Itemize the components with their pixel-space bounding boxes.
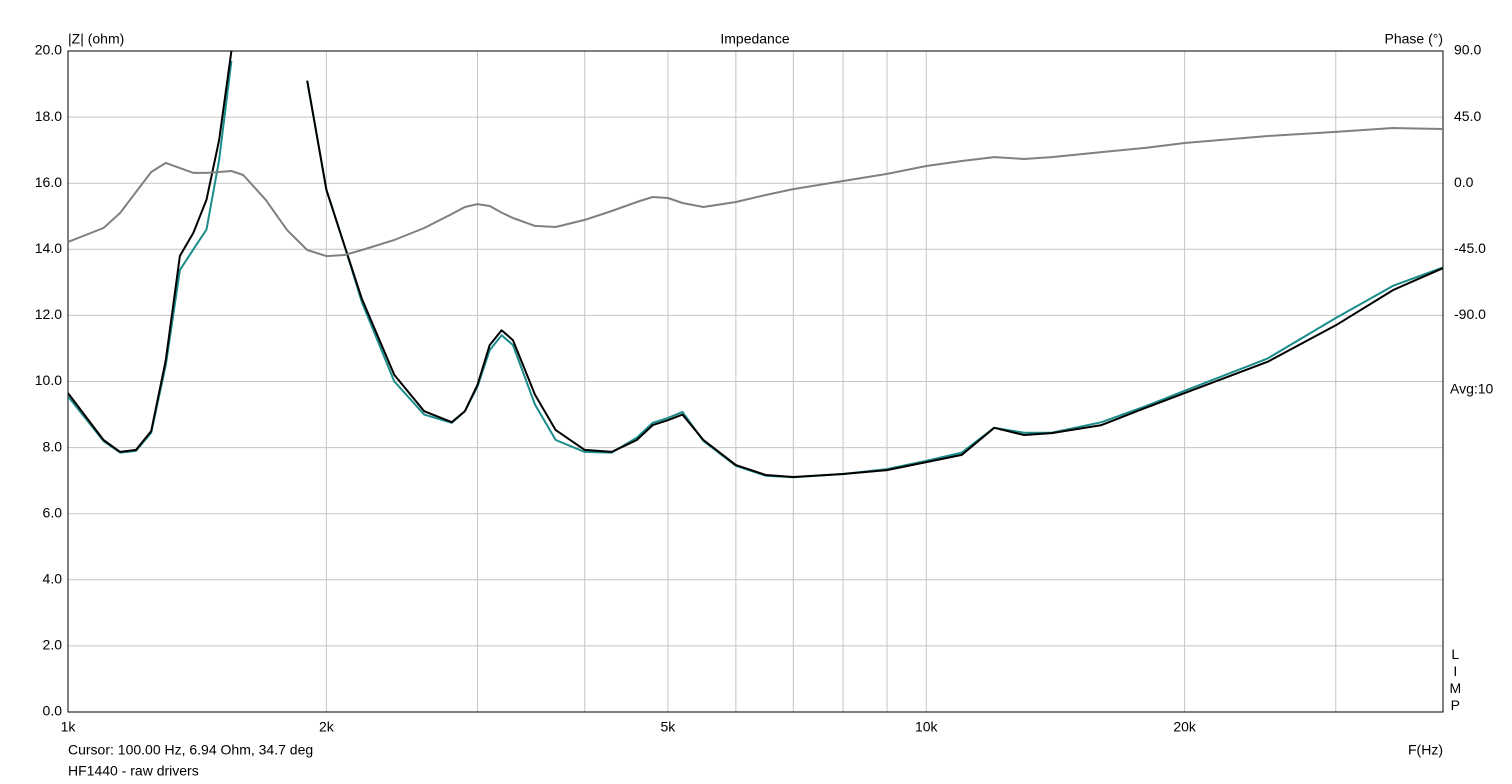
series-group — [68, 51, 1443, 479]
y-axis-label: |Z| (ohm) — [68, 31, 124, 47]
y2-tick-label: -90.0 — [1454, 306, 1486, 322]
y-tick-label: 4.0 — [43, 571, 63, 587]
series-line — [68, 60, 1443, 479]
y-tick-label: 6.0 — [43, 504, 63, 520]
x-tick-label: 20k — [1173, 719, 1197, 735]
chart-title: Impedance — [720, 31, 789, 47]
y2-tick-label: 90.0 — [1454, 42, 1481, 58]
y-tick-label: 8.0 — [43, 438, 63, 454]
y-tick-label: 20.0 — [35, 42, 62, 58]
y2-tick-label: -45.0 — [1454, 240, 1486, 256]
x-tick-label: 5k — [661, 719, 677, 735]
series-line — [68, 127, 1443, 258]
avg-label: Avg:10 — [1450, 381, 1494, 397]
caption: HF1440 - raw drivers — [68, 763, 199, 779]
plot-frame — [67, 50, 1444, 713]
y-tick-label: 14.0 — [35, 240, 62, 256]
y-tick-label: 18.0 — [35, 108, 62, 124]
y-tick-label: 0.0 — [43, 703, 63, 719]
x-tick-label: 10k — [915, 719, 939, 735]
x-tick-label: 2k — [319, 719, 335, 735]
y2-tick-label: 0.0 — [1454, 174, 1474, 190]
y-tick-label: 16.0 — [35, 174, 62, 190]
side-label: LIMP — [1447, 646, 1463, 714]
cursor-readout: Cursor: 100.00 Hz, 6.94 Ohm, 34.7 deg — [68, 742, 313, 758]
y-tick-label: 10.0 — [35, 372, 62, 388]
series-line — [68, 51, 1443, 478]
y2-tick-label: 45.0 — [1454, 108, 1481, 124]
x-tick-label: 1k — [61, 719, 77, 735]
y-tick-label: 2.0 — [43, 637, 63, 653]
y-tick-label: 12.0 — [35, 306, 62, 322]
x-axis-label: F(Hz) — [1408, 742, 1443, 758]
y2-axis-label: Phase (°) — [1384, 31, 1443, 47]
